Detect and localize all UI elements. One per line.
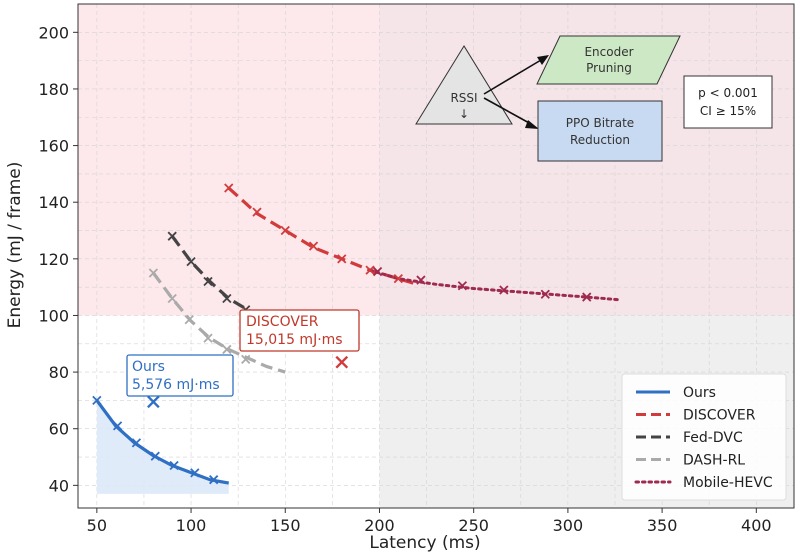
legend-frame [621,373,787,501]
callout-discover-value: 15,015 mJ·ms [246,332,343,348]
data-point-mobile-hevc [540,289,550,299]
y-tick-label: 160 [38,137,69,156]
axes: 50 100 150 200 250 300 350 400 40 60 80 100 120 140 16… [38,3,795,535]
y-tick-label: 100 [38,306,69,325]
data-point-dash-rl [167,293,177,304]
y-tick-label: 80 [49,363,69,382]
y-tick-label: 180 [38,80,69,99]
x-tick-label: 50 [87,516,107,535]
data-point-discover [252,207,262,217]
data-point-discover [224,183,234,193]
data-point-ours [209,475,219,485]
data-point-dash-rl [148,268,159,278]
rssi-arrow-glyph: ↓ [459,107,469,121]
legend-label-dash-rl: DASH-RL [683,453,745,469]
data-point-dash-rl [222,344,232,355]
arrow-to-ppo [483,97,532,125]
stats-box-frame [683,75,773,129]
series-fill-ours [96,400,229,494]
plot-frame [77,3,795,509]
x-tick-label: 350 [647,516,678,535]
x-tick-label: 250 [458,516,489,535]
data-point-discover [337,254,347,264]
x-tick-label: 300 [553,516,584,535]
x-axis-label: Latency (ms) [369,533,480,553]
data-point-ours [92,395,102,406]
rssi-label: RSSI [450,91,477,105]
data-point-mobile-hevc [499,285,509,295]
ppo-bitrate-line2: Reduction [570,133,630,147]
stats-box: p < 0.001 CI ≥ 15% [683,75,773,129]
legend-label-ours: Ours [683,385,716,401]
y-axis-label: Energy (mJ / frame) [5,162,25,329]
rssi-triangle [415,45,513,125]
x-tick-label: 150 [270,516,301,535]
x-tick-label: 100 [176,516,207,535]
callout-ours-title: Ours [132,359,165,375]
inset-diagram: RSSI ↓ Encoder Pruning PPO Bitrate Reduc… [415,35,681,162]
callout-discover-box [239,309,360,352]
callout-ours-box [126,354,234,397]
callout-ours: Ours 5,576 mJ·ms [126,354,234,397]
encoder-pruning-line2: Pruning [586,61,632,75]
callout-discover-title: DISCOVER [246,314,319,330]
y-tick-label: 200 [38,23,69,42]
data-point-fed-dvc [186,257,196,267]
highlight-marker-1 [335,355,349,369]
legend-label-fed-dvc: Fed-DVC [683,430,743,446]
data-point-dash-rl [184,315,194,325]
data-point-mobile-hevc [457,281,468,291]
y-tick-label: 120 [38,250,69,269]
background-regions [78,4,794,508]
data-point-fed-dvc [167,231,177,241]
legend: Ours DISCOVER Fed-DVC DASH-RL Mobile-HEVC [621,373,787,501]
ppo-bitrate-box [537,100,663,162]
legend-label-mobile-hevc: Mobile-HEVC [683,475,773,491]
arrowhead-to-encoder [537,55,549,65]
stats-p-value: p < 0.001 [698,86,758,100]
data-point-discover [393,274,403,284]
data-point-dash-rl [203,333,213,343]
y-tick-label: 60 [49,420,69,439]
data-point-discover [365,265,375,275]
series-fills [96,400,229,494]
data-point-fed-dvc [222,293,232,304]
arrow-to-encoder [483,59,542,95]
callout-discover: DISCOVER 15,015 mJ·ms [239,309,360,352]
x-tick-label: 400 [741,516,772,535]
encoder-pruning-line1: Encoder [584,45,633,59]
data-point-discover [280,225,290,236]
data-point-dash-rl [241,354,251,364]
series-line-ours [95,399,230,485]
y-tick-label: 140 [38,193,69,212]
ppo-bitrate-line1: PPO Bitrate [566,116,634,130]
x-tick-label: 200 [364,516,395,535]
data-point-mobile-hevc [582,292,592,302]
encoder-pruning-box [536,35,681,85]
data-point-ours [150,451,160,461]
series-line-mobile-hevc [368,268,623,302]
callout-ours-value: 5,576 mJ·ms [132,377,220,393]
y-tick-label: 40 [49,476,69,495]
data-point-discover [308,241,319,251]
region-0 [78,4,380,316]
data-point-ours [112,421,123,431]
highlight-marker-0 [147,395,160,409]
data-point-fed-dvc [203,276,213,287]
legend-label-discover: DISCOVER [683,408,756,424]
data-point-mobile-hevc [372,266,383,277]
data-point-ours [131,438,142,448]
data-point-ours [169,460,179,471]
data-point-mobile-hevc [416,275,426,285]
stats-ci: CI ≥ 15% [700,104,756,118]
arrowhead-to-ppo [525,120,539,129]
data-point-ours [190,468,200,478]
